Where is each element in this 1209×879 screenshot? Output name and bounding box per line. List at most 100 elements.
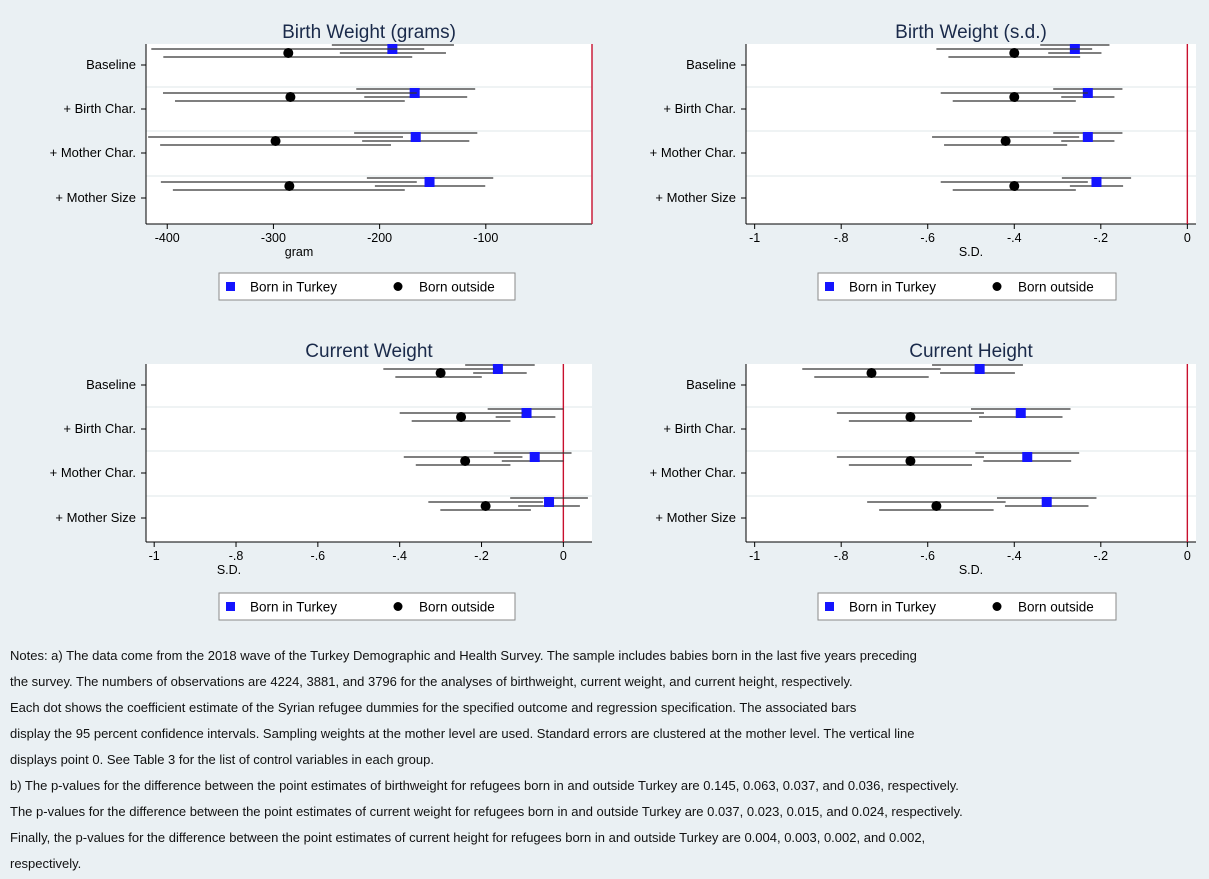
legend-circle-icon [992, 602, 1002, 611]
chart-title: Birth Weight (s.d.) [895, 22, 1047, 43]
point-born-in-turkey [529, 452, 540, 462]
category-label: + Mother Size [655, 190, 736, 205]
point-born-in-turkey [1041, 497, 1052, 507]
plot-area [746, 44, 1196, 224]
point-born-outside [480, 501, 491, 511]
legend-label-born-in-turkey: Born in Turkey [849, 600, 936, 615]
point-born-in-turkey [544, 497, 555, 507]
point-born-in-turkey [492, 364, 503, 374]
category-label: + Birth Char. [663, 421, 736, 436]
legend-box [817, 592, 1117, 621]
point-born-outside [1009, 181, 1020, 191]
x-tick-label: -.8 [229, 549, 244, 563]
category-label: + Birth Char. [63, 101, 136, 116]
x-tick-label: -200 [367, 231, 392, 245]
chart-title: Current Weight [305, 341, 433, 362]
point-born-outside [270, 136, 281, 146]
plot-area [146, 44, 592, 224]
legend-box [218, 272, 516, 301]
x-tick-label: -1 [149, 549, 160, 563]
point-born-outside [1000, 136, 1011, 146]
x-tick-label: -400 [155, 231, 180, 245]
x-axis-label: S.D. [217, 563, 241, 577]
legend-square-icon [825, 602, 834, 611]
x-tick-label: -.2 [1094, 549, 1109, 563]
legend: Born in Turkey Born outside [817, 592, 1117, 621]
category-label: + Mother Size [655, 510, 736, 525]
chart-panel-2: Birth Weight (s.d.) -1 -.8 -.6 -.4 -.2 0 S.D. Ba… [650, 22, 1196, 301]
point-born-outside [931, 501, 942, 511]
point-born-in-turkey [974, 364, 985, 374]
category-label: + Mother Size [55, 190, 136, 205]
x-tick-label: -300 [261, 231, 286, 245]
legend-label-born-outside: Born outside [1018, 280, 1094, 295]
legend-square-icon [825, 282, 834, 291]
plot-area [746, 364, 1196, 542]
legend-circle-icon [393, 602, 403, 611]
x-tick-label: -1 [749, 231, 760, 245]
note-line-9: respectively. [10, 856, 82, 871]
x-tick-label: 0 [560, 549, 567, 563]
x-tick-label: 0 [1184, 549, 1191, 563]
x-tick-label: -.2 [1094, 231, 1109, 245]
category-label: + Mother Char. [650, 145, 736, 160]
x-axis-label: S.D. [959, 563, 983, 577]
point-born-outside [1009, 48, 1020, 58]
point-born-outside [905, 412, 916, 422]
category-label: + Mother Char. [50, 465, 136, 480]
point-born-outside [456, 412, 467, 422]
point-born-in-turkey [1082, 132, 1093, 142]
legend: Born in Turkey Born outside [218, 272, 516, 301]
legend-label-born-in-turkey: Born in Turkey [849, 280, 936, 295]
chart-title: Current Height [909, 341, 1033, 362]
point-born-outside [460, 456, 471, 466]
point-born-in-turkey [1091, 177, 1102, 187]
note-line-4: display the 95 percent confidence interv… [10, 726, 915, 741]
x-tick-label: 0 [1184, 231, 1191, 245]
point-born-in-turkey [1015, 408, 1026, 418]
category-label: + Mother Char. [50, 145, 136, 160]
point-born-outside [1009, 92, 1020, 102]
chart-title: Birth Weight (grams) [282, 22, 456, 43]
category-label: Baseline [86, 377, 136, 392]
category-label: Baseline [86, 57, 136, 72]
note-line-7: The p-values for the difference between … [10, 804, 963, 819]
legend-square-icon [226, 282, 235, 291]
legend: Born in Turkey Born outside [817, 272, 1117, 301]
x-tick-label: -.4 [392, 549, 407, 563]
point-born-outside [285, 92, 296, 102]
category-label: Baseline [686, 377, 736, 392]
note-line-3: Each dot shows the coefficient estimate … [10, 700, 857, 715]
point-born-outside [905, 456, 916, 466]
legend-label-born-outside: Born outside [419, 600, 495, 615]
x-axis-label: gram [285, 245, 313, 259]
note-line-5: displays point 0. See Table 3 for the li… [10, 752, 434, 767]
legend: Born in Turkey Born outside [218, 592, 516, 621]
legend-box [218, 592, 516, 621]
legend-circle-icon [992, 282, 1002, 291]
legend-square-icon [226, 602, 235, 611]
point-born-in-turkey [521, 408, 532, 418]
figure-panels: Birth Weight (grams)-400 -300 -200 -100gram… [50, 22, 1196, 621]
legend-label-born-outside: Born outside [419, 280, 495, 295]
x-tick-label: -.4 [1007, 231, 1022, 245]
x-tick-label: -100 [473, 231, 498, 245]
legend-label-born-in-turkey: Born in Turkey [250, 280, 337, 295]
category-label: + Mother Size [55, 510, 136, 525]
chart-panel-4: Current Height -1 -.8 -.6 -.4 -.2 0 S.D. Baselin… [650, 341, 1196, 621]
category-label: + Birth Char. [663, 101, 736, 116]
legend-label-born-outside: Born outside [1018, 600, 1094, 615]
chart-panel-3: Current Weight -1 -.8 -.6 -.4 -.2 0 S.D. Baselin… [50, 341, 592, 621]
legend-box [817, 272, 1117, 301]
note-line-1: Notes: a) The data come from the 2018 wa… [10, 648, 917, 663]
point-born-in-turkey [424, 177, 435, 187]
x-tick-label: -.6 [311, 549, 326, 563]
note-line-8: Finally, the p-values for the difference… [10, 830, 926, 845]
point-born-in-turkey [410, 132, 421, 142]
point-born-outside [866, 368, 877, 378]
note-line-6: b) The p-values for the difference betwe… [10, 778, 959, 793]
x-tick-label: -.4 [1007, 549, 1022, 563]
category-label: + Birth Char. [63, 421, 136, 436]
x-tick-label: -.8 [834, 549, 849, 563]
chart-panel-1: Birth Weight (grams) -400 -300 -200 -100 gram… [50, 22, 593, 301]
